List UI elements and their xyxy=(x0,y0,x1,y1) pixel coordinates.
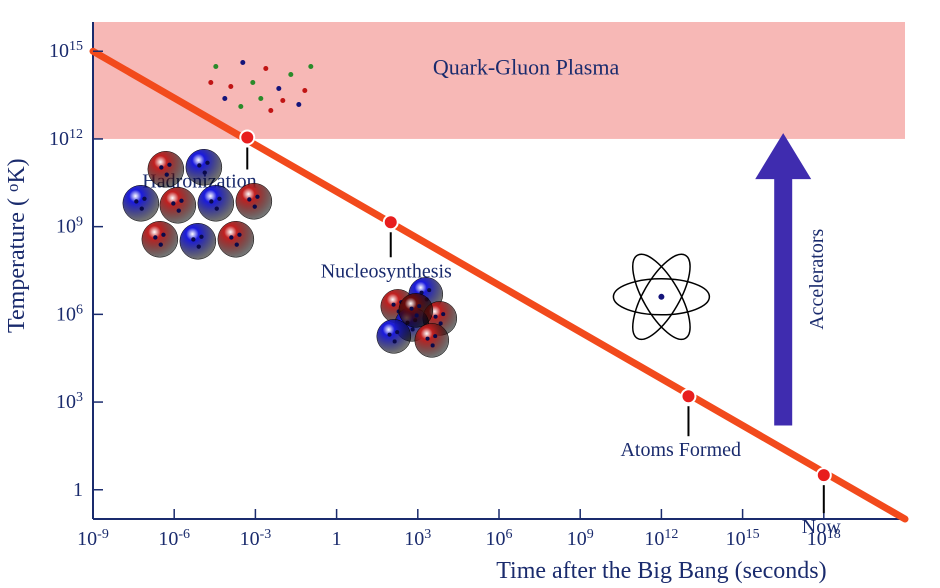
y-tick-label: 103 xyxy=(56,390,83,414)
x-tick-label: 1015 xyxy=(726,527,760,551)
y-axis-label: Temperature ( oK) xyxy=(3,158,30,333)
x-axis-label: Time after the Big Bang (seconds) xyxy=(496,558,826,584)
x-tick-label: 10-6 xyxy=(158,527,190,551)
y-tick-label: 106 xyxy=(56,302,83,326)
x-tick-label: 109 xyxy=(567,527,594,551)
x-tick-label: 1012 xyxy=(644,527,678,551)
y-tick-label: 1015 xyxy=(49,39,83,63)
marker-label-atoms: Atoms Formed xyxy=(620,439,741,461)
x-tick-label: 1 xyxy=(332,528,342,550)
accelerators-label: Accelerators xyxy=(806,229,828,330)
marker-now xyxy=(817,468,831,482)
y-tick-label: 109 xyxy=(56,214,83,238)
marker-nucleosynthesis xyxy=(384,215,398,229)
y-tick-label: 1 xyxy=(73,479,83,501)
big-bang-timeline-chart: 10-910-610-31103106109101210151018110310… xyxy=(0,0,940,588)
x-tick-label: 10-3 xyxy=(240,527,272,551)
y-tick-label: 1012 xyxy=(49,126,83,150)
x-tick-label: 106 xyxy=(486,527,513,551)
marker-atoms xyxy=(681,389,695,403)
marker-label-now: Now xyxy=(802,516,841,538)
x-tick-label: 103 xyxy=(404,527,431,551)
marker-hadronization xyxy=(240,130,254,144)
x-tick-label: 10-9 xyxy=(77,527,109,551)
qgp-label: Quark-Gluon Plasma xyxy=(433,55,620,80)
